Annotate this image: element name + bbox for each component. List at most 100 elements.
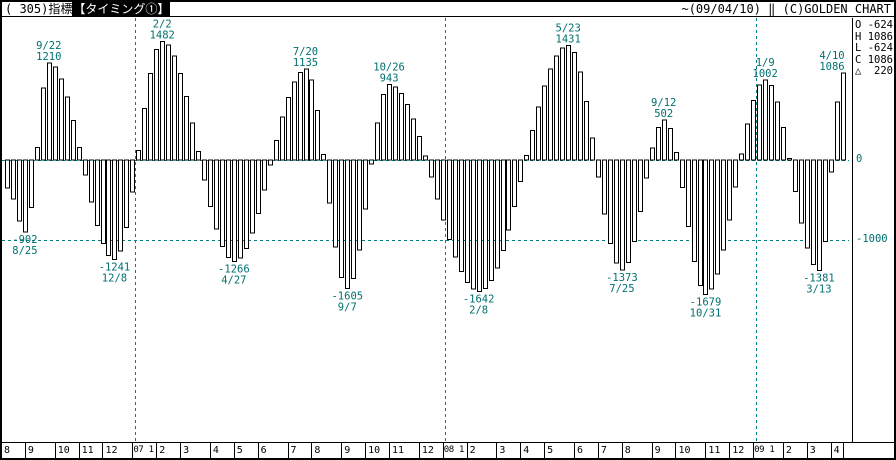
axis-month-27-11: 11 — [706, 443, 731, 458]
indicator-bar — [244, 159, 249, 249]
triangle-icon: △ — [855, 65, 862, 77]
indicator-bar — [501, 159, 506, 252]
indicator-bar — [357, 159, 362, 251]
indicator-bar — [769, 85, 774, 161]
indicator-bar — [817, 159, 822, 271]
indicator-bar — [489, 159, 494, 282]
axis-month-8-4: 4 — [211, 443, 235, 458]
axis-month-26-10: 10 — [676, 443, 707, 458]
title-bar: ( 305)指標 【タイミング①】 ~(09/04/10) ‖ (C)GOLDE… — [2, 2, 894, 17]
indicator-bar — [369, 159, 374, 165]
extreme-label-7/20: 7/20 1135 — [293, 46, 318, 69]
indicator-bar — [692, 159, 697, 262]
indicator-bar — [77, 146, 82, 161]
indicator-bar — [363, 159, 368, 210]
axis-month-12-8: 8 — [312, 443, 343, 458]
indicator-bar — [590, 137, 595, 161]
legend-value: -624 — [867, 42, 893, 54]
indicator-bar — [775, 101, 780, 161]
indicator-bar — [184, 95, 189, 161]
indicator-bar — [805, 159, 810, 249]
legend-value: 1086 — [867, 53, 893, 66]
axis-month-2-10: 10 — [56, 443, 80, 458]
indicator-bar — [5, 159, 10, 189]
indicator-bar — [602, 159, 607, 215]
indicator-bar — [829, 159, 834, 173]
indicator-bar — [536, 106, 541, 161]
indicator-bar — [17, 159, 22, 222]
extreme-label-9/12: 9/12 502 — [651, 97, 676, 120]
legend-value: 1086 — [867, 30, 893, 43]
indicator-bar — [381, 94, 386, 161]
indicator-bar — [650, 147, 655, 161]
indicator-bar — [680, 159, 685, 189]
indicator-bar — [202, 159, 207, 181]
indicator-bar — [387, 84, 392, 161]
indicator-bar — [345, 159, 350, 289]
indicator-bar — [644, 159, 649, 179]
indicator-bar — [226, 159, 231, 259]
legend-key: O — [855, 19, 862, 31]
indicator-bar — [656, 126, 661, 161]
axis-month-17-y08-1: 08 1 — [444, 443, 468, 458]
indicator-bar — [124, 159, 129, 228]
indicator-bar — [572, 51, 577, 161]
indicator-bar — [65, 96, 70, 161]
indicator-bar — [471, 159, 476, 290]
extreme-label-3/13: -1381 3/13 — [803, 272, 835, 295]
axis-month-7-3: 3 — [181, 443, 211, 458]
chart-title-prefix: ( 305)指標 — [5, 2, 73, 16]
legend-key: H — [855, 30, 862, 43]
axis-month-19-3: 3 — [497, 443, 522, 458]
indicator-bar — [715, 159, 720, 275]
indicator-bar — [118, 159, 123, 252]
indicator-bar — [232, 159, 237, 262]
x-axis-month-strip: 8 9 10 11 12 07 1 2 3 4 5 6 7 8 9 10 11 12 08 1 2 3 4 5 6 7 8 9 10… — [2, 442, 894, 458]
indicator-bar — [626, 159, 631, 263]
indicator-bar — [309, 79, 314, 161]
indicator-bar — [799, 159, 804, 224]
indicator-bar — [745, 123, 750, 161]
axis-month-9-5: 5 — [235, 443, 259, 458]
indicator-bar — [566, 45, 571, 161]
indicator-bar — [721, 159, 726, 251]
indicator-bar — [757, 84, 762, 161]
indicator-bar — [250, 159, 255, 234]
indicator-bar — [841, 72, 846, 161]
indicator-bar — [47, 62, 52, 161]
indicator-bar — [59, 78, 64, 161]
axis-month-18-2: 2 — [468, 443, 498, 458]
indicator-bar — [751, 99, 756, 161]
indicator-bar — [106, 159, 111, 256]
legend-key: L — [855, 42, 862, 54]
indicator-bar — [399, 92, 404, 161]
axis-month-0-8: 8 — [2, 443, 26, 458]
indicator-bar — [292, 81, 297, 161]
indicator-bar — [148, 72, 153, 161]
extreme-label-9/7: -1605 9/7 — [331, 290, 363, 313]
extreme-label-5/23: 5/23 1431 — [556, 23, 581, 46]
indicator-bar — [542, 85, 547, 161]
indicator-bar — [35, 147, 40, 161]
extreme-label-8/25: -902 8/25 — [12, 234, 37, 257]
indicator-bar — [620, 159, 625, 271]
indicator-bar — [524, 155, 529, 161]
indicator-bar — [781, 127, 786, 161]
indicator-bar — [698, 159, 703, 287]
indicator-bar — [220, 159, 225, 248]
indicator-bar — [429, 159, 434, 178]
indicator-bar — [441, 159, 446, 221]
indicator-bar — [560, 47, 565, 161]
indicator-bar — [584, 101, 589, 161]
y-axis-label-zero: 0 — [856, 153, 863, 165]
axis-month-25-9: 9 — [653, 443, 677, 458]
indicator-bar — [95, 159, 100, 226]
indicator-bar — [632, 159, 637, 243]
indicator-bar — [823, 159, 828, 243]
indicator-bar — [548, 68, 553, 161]
indicator-bar — [787, 158, 792, 161]
axis-month-31-3: 3 — [808, 443, 832, 458]
indicator-bar — [709, 159, 714, 290]
indicator-bar — [196, 150, 201, 161]
